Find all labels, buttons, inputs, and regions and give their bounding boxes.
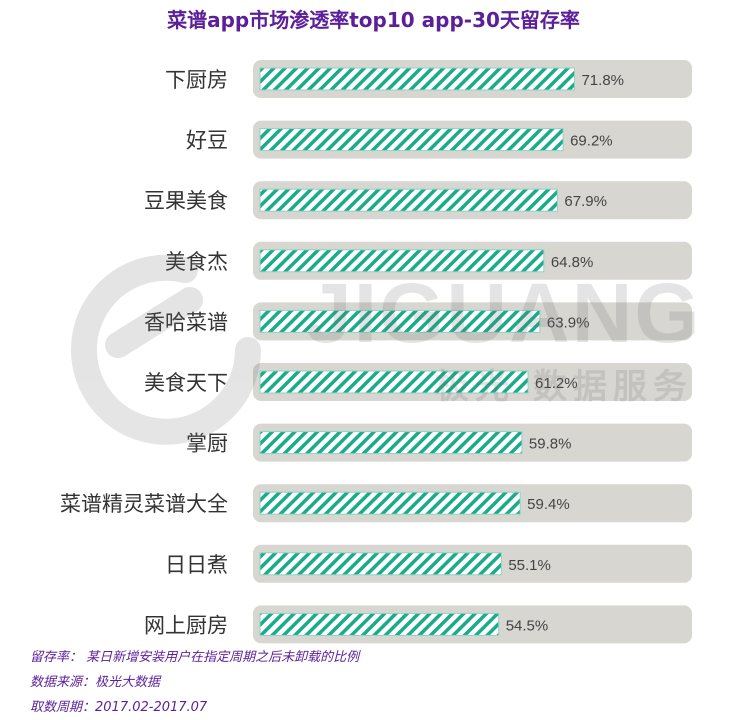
note-definition: 留存率： 某日新增安装用户在指定周期之后未卸载的比例 <box>30 650 360 665</box>
category-label: 日日煮 <box>165 553 228 577</box>
bar <box>259 67 575 91</box>
bar <box>259 431 523 455</box>
chart-title: 菜谱app市场渗透率top10 app-30天留存率 <box>167 8 580 32</box>
bar <box>259 612 500 636</box>
value-label: 54.5% <box>506 617 549 634</box>
bar <box>259 249 545 273</box>
category-label: 美食杰 <box>165 250 228 274</box>
value-label: 69.2% <box>570 133 613 150</box>
category-label: 下厨房 <box>165 68 228 92</box>
value-label: 61.2% <box>535 375 578 392</box>
bar <box>259 128 564 152</box>
value-label: 63.9% <box>547 314 590 331</box>
bar <box>259 370 529 394</box>
bar <box>259 491 521 515</box>
note-source: 数据来源：极光大数据 <box>30 675 161 690</box>
bar <box>259 309 541 333</box>
value-label: 59.4% <box>527 496 570 513</box>
category-label: 网上厨房 <box>144 613 228 637</box>
note-period: 取数周期：2017.02-2017.07 <box>30 700 208 715</box>
value-label: 59.8% <box>529 436 572 453</box>
category-label: 菜谱精灵菜谱大全 <box>60 492 228 516</box>
value-label: 64.8% <box>551 254 594 271</box>
category-label: 豆果美食 <box>144 189 228 213</box>
category-label: 掌厨 <box>186 432 228 456</box>
value-label: 67.9% <box>564 193 607 210</box>
value-label: 71.8% <box>581 72 624 89</box>
footnotes: 留存率： 某日新增安装用户在指定周期之后未卸载的比例 数据来源：极光大数据 取数… <box>30 645 359 720</box>
category-label: 好豆 <box>186 129 228 153</box>
category-label: 香哈菜谱 <box>144 310 228 334</box>
category-label: 美食天下 <box>144 371 228 395</box>
value-label: 55.1% <box>508 557 551 574</box>
bar <box>259 188 558 212</box>
bar <box>259 552 502 576</box>
